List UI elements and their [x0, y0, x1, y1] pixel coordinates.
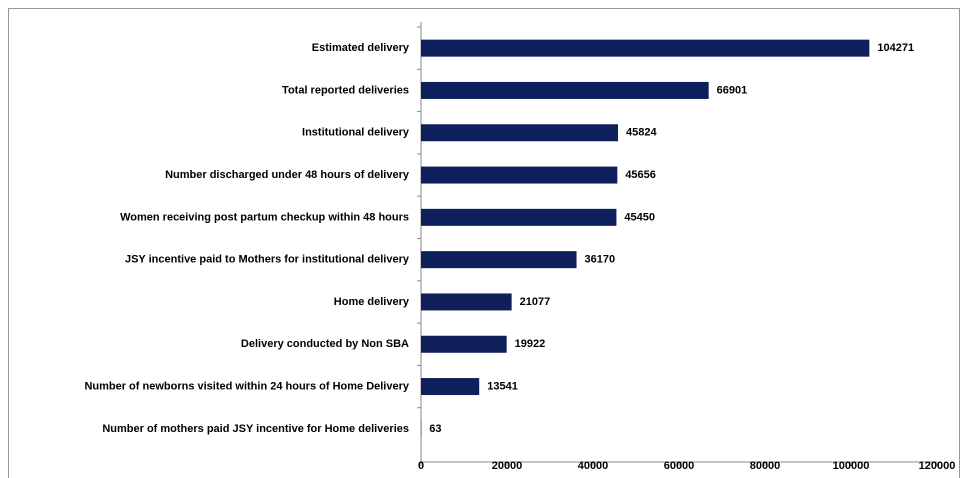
- bar: [421, 335, 507, 353]
- x-tick-label: 80000: [750, 460, 781, 472]
- bar: [421, 124, 619, 142]
- x-tick-label: 0: [418, 460, 424, 472]
- bar: [421, 208, 617, 226]
- chart-frame: [8, 8, 960, 478]
- bar: [421, 81, 709, 99]
- data-label: 63: [429, 423, 441, 435]
- bar: [421, 166, 618, 184]
- y-tick-label: Number discharged under 48 hours of deli…: [165, 169, 410, 181]
- y-tick-label: Women receiving post partum checkup with…: [120, 211, 409, 223]
- data-label: 45656: [625, 169, 656, 181]
- x-tick-label: 120000: [919, 460, 956, 472]
- bar: [421, 378, 480, 396]
- y-tick-label: Home delivery: [334, 296, 410, 308]
- data-label: 21077: [520, 296, 551, 308]
- y-tick-label: JSY incentive paid to Mothers for instit…: [125, 254, 410, 266]
- x-tick-label: 100000: [833, 460, 870, 472]
- data-label: 36170: [585, 254, 616, 266]
- x-tick-label: 20000: [492, 460, 523, 472]
- x-tick-label: 60000: [664, 460, 695, 472]
- y-tick-label: Number of newborns visited within 24 hou…: [84, 380, 409, 392]
- bar: [421, 39, 870, 57]
- data-label: 13541: [487, 380, 518, 392]
- data-label: 45450: [624, 211, 655, 223]
- x-tick-label: 40000: [578, 460, 609, 472]
- data-label: 104271: [877, 42, 914, 54]
- y-tick-label: Estimated delivery: [312, 42, 410, 54]
- bar: [421, 251, 577, 269]
- y-tick-label: Total reported deliveries: [282, 84, 409, 96]
- y-tick-label: Delivery conducted by Non SBA: [241, 338, 409, 350]
- data-label: 19922: [515, 338, 546, 350]
- y-tick-label: Number of mothers paid JSY incentive for…: [102, 423, 409, 435]
- data-label: 45824: [626, 127, 657, 139]
- y-tick-label: Institutional delivery: [302, 127, 410, 139]
- data-label: 66901: [717, 84, 748, 96]
- bar: [421, 293, 512, 311]
